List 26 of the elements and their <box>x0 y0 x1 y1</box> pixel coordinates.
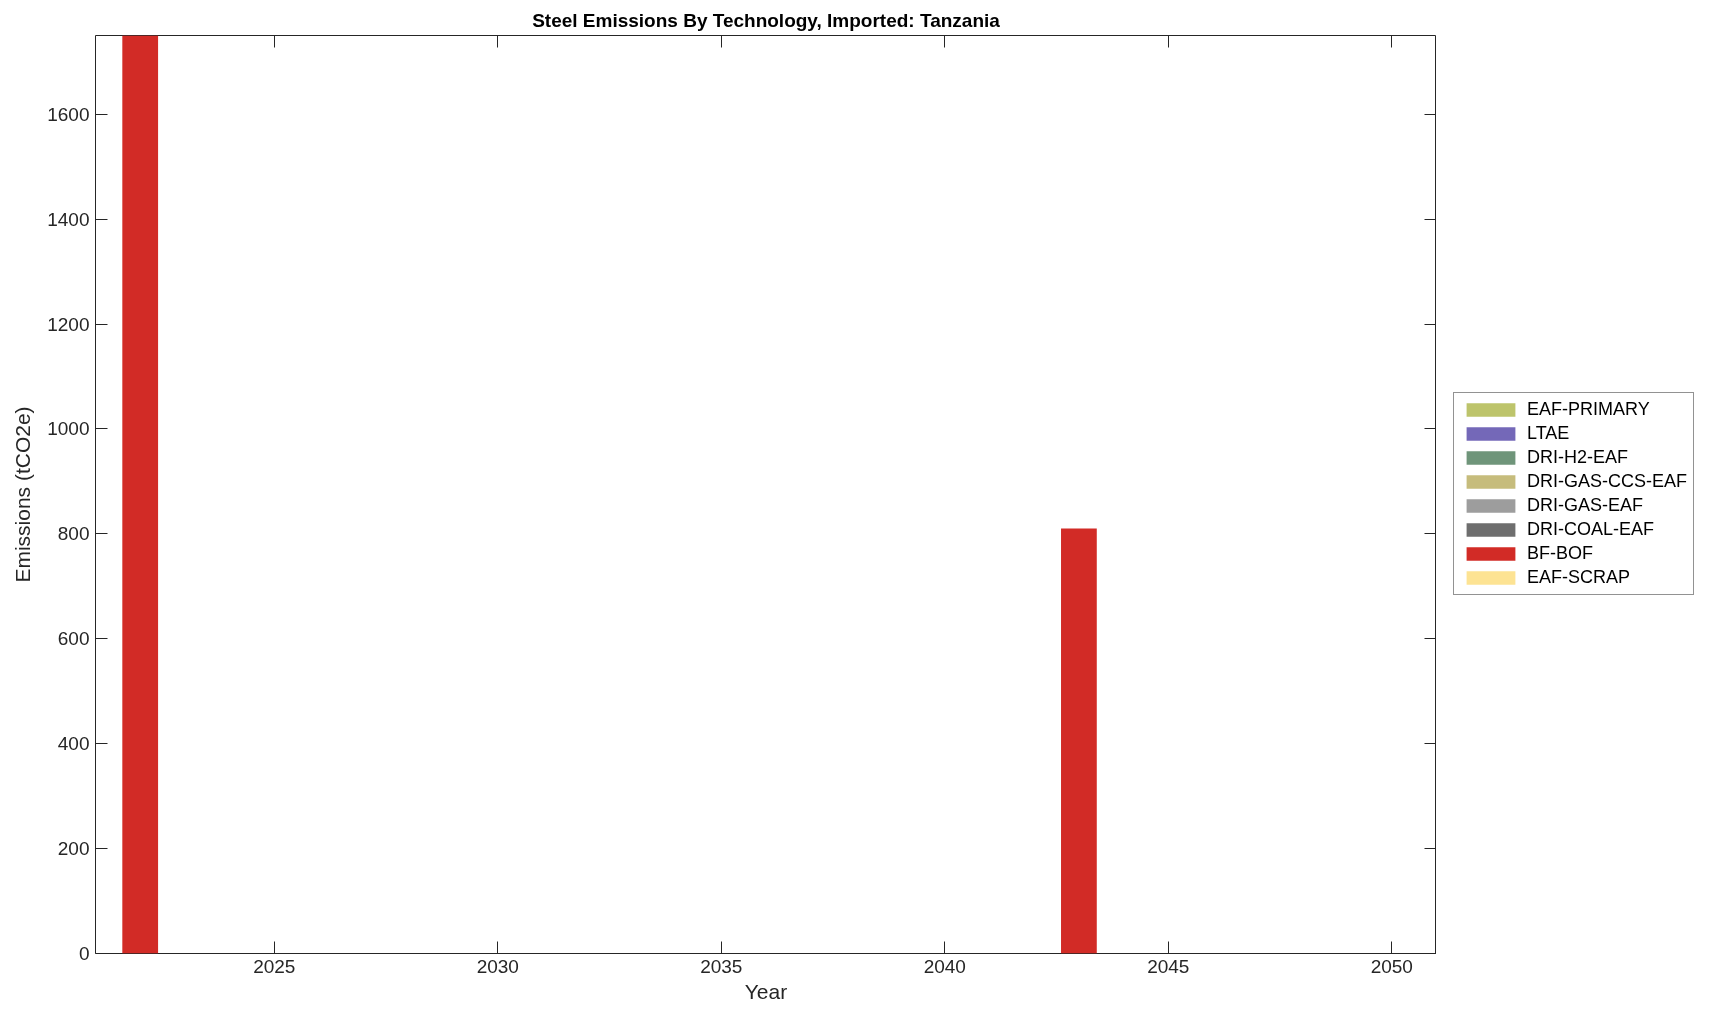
legend-label: LTAE <box>1527 422 1570 444</box>
legend-label: BF-BOF <box>1527 542 1593 564</box>
y-tick-label: 1400 <box>47 208 90 230</box>
legend-label: EAF-SCRAP <box>1527 566 1631 588</box>
y-axis-title: Emissions (tCO2e) <box>11 406 35 583</box>
x-tick-label: 2035 <box>700 955 743 977</box>
y-tick-label: 0 <box>78 943 90 964</box>
legend-label: DRI-GAS-CCS-EAF <box>1527 470 1688 492</box>
legend-label: DRI-H2-EAF <box>1527 446 1629 468</box>
y-tick-label: 800 <box>57 523 90 545</box>
x-tick-label: 2050 <box>1370 955 1413 977</box>
y-tick-label: 1200 <box>47 313 90 335</box>
x-tick-label: 2025 <box>253 955 296 977</box>
y-tick-label: 600 <box>57 628 90 650</box>
y-tick-label: 1600 <box>47 103 90 125</box>
x-tick-label: 2030 <box>476 955 519 977</box>
legend-label: DRI-COAL-EAF <box>1527 518 1655 540</box>
y-tick-label: 400 <box>57 733 90 755</box>
legend-label: DRI-GAS-EAF <box>1527 494 1644 516</box>
y-tick-label: 200 <box>57 838 90 860</box>
x-tick-label: 2040 <box>923 955 966 977</box>
y-tick-label: 1000 <box>47 418 90 440</box>
legend-label: EAF-PRIMARY <box>1527 398 1650 420</box>
x-tick-label: 2045 <box>1147 955 1190 977</box>
x-axis-title: Year <box>744 979 788 1003</box>
chart-title: Steel Emissions By Technology, Imported: Tanzania <box>532 9 1001 31</box>
